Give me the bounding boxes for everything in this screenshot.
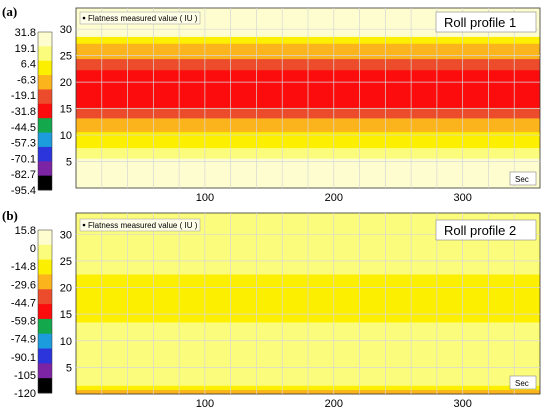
colorbar-a-label-4: -19.1	[11, 90, 36, 102]
y-tick-b-15: 15	[60, 309, 72, 321]
y-tick-a-10: 10	[60, 130, 72, 142]
y-tick-a-15: 15	[60, 104, 72, 116]
x-tick-a-200: 200	[325, 192, 343, 204]
title-box-b: Roll profile 2	[435, 219, 537, 241]
colorbar-a-labels: 31.8 19.1 6.4 -6.3 -19.1 -31.8 -44.5 -57.3 -70.1…	[11, 27, 36, 197]
colorbar-a-swatch-10	[38, 175, 52, 191]
colorbar-b-label-1: 0	[30, 243, 36, 255]
y-tick-a-30: 30	[60, 24, 72, 36]
colorbar-a-swatch-4	[38, 89, 52, 105]
y-ticks-b: 5 10 15 20 25 30	[60, 229, 72, 374]
colorbar-b-label-6: -74.9	[11, 334, 36, 346]
colorbar-a-swatch-9	[38, 161, 52, 177]
grid-b	[76, 213, 540, 394]
colorbar-a-label-6: -44.5	[11, 122, 36, 134]
colorbar-b-label-3: -29.6	[11, 279, 36, 291]
colorbar-b-label-4: -44.7	[11, 297, 36, 309]
colorbar-b-swatch-3	[38, 274, 52, 290]
legend-b: Flatness measured value ( IU )	[79, 218, 201, 232]
y-tick-b-20: 20	[60, 283, 72, 295]
colorbar-a-label-9: -82.7	[11, 169, 36, 181]
colorbar-a-frame	[37, 31, 53, 191]
x-tick-b-100: 100	[196, 398, 214, 410]
x-ticks-b: 100 200 300	[196, 398, 472, 410]
colorbar-b-swatch-8	[38, 348, 52, 364]
colorbar-a-label-0: 31.8	[15, 27, 36, 39]
title-b: Roll profile 2	[444, 223, 516, 238]
colorbar-a-swatch-7	[38, 132, 52, 148]
xlabel-a: Sec	[515, 175, 529, 184]
title-a: Roll profile 1	[444, 15, 516, 30]
title-box-a: Roll profile 1	[435, 11, 537, 33]
colorbar-a-swatch-8	[38, 146, 52, 162]
panel-b-label: (b)	[2, 208, 18, 223]
legend-a-text: Flatness measured value ( IU )	[88, 14, 198, 23]
colorbar-b	[37, 229, 53, 394]
y-tick-a-25: 25	[60, 51, 72, 63]
x-ticks-a: 100 200 300	[196, 192, 472, 204]
colorbar-a-swatch-5	[38, 103, 52, 119]
colorbar-a-label-10: -95.4	[11, 185, 36, 197]
colorbar-b-swatch-5	[38, 304, 52, 320]
colorbar-b-swatch-7	[38, 333, 52, 349]
y-tick-a-5: 5	[66, 157, 72, 169]
y-tick-a-20: 20	[60, 77, 72, 89]
xlabel-box-b: Sec	[509, 375, 537, 390]
colorbar-b-swatch-6	[38, 318, 52, 335]
colorbar-a-swatch-0	[38, 32, 52, 47]
legend-a: Flatness measured value ( IU )	[79, 11, 201, 25]
colorbar-a-label-2: 6.4	[21, 59, 36, 71]
y-ticks-a: 5 10 15 20 25 30	[60, 24, 72, 168]
colorbar-b-swatch-4	[38, 289, 52, 305]
colorbar-b-label-8: -105	[14, 370, 36, 382]
colorbar-a-label-5: -31.8	[11, 106, 36, 118]
panel-a-label: (a)	[2, 4, 17, 19]
colorbar-b-label-9: -120	[14, 388, 36, 400]
colorbar-b-labels: 15.8 0 -14.8 -29.6 -44.7 -59.8 -74.9 -90.1 -105 -…	[11, 225, 36, 400]
x-tick-b-200: 200	[325, 398, 343, 410]
colorbar-a	[37, 31, 53, 191]
colorbar-a-label-3: -6.3	[17, 74, 36, 86]
colorbar-b-label-7: -90.1	[11, 352, 36, 364]
colorbar-b-frame	[37, 229, 53, 394]
y-tick-b-30: 30	[60, 229, 72, 241]
colorbar-a-label-1: 19.1	[15, 43, 36, 55]
colorbar-a-swatch-2	[38, 60, 52, 76]
y-tick-b-10: 10	[60, 336, 72, 348]
y-tick-b-5: 5	[66, 362, 72, 374]
xlabel-b: Sec	[515, 379, 529, 388]
colorbar-a-swatch-3	[38, 75, 52, 90]
colorbar-b-swatch-1	[38, 244, 52, 261]
panel-a: (a) 31.8 19.1 6.4 -6.3 -19.1 -31.8 -44.5 -57.3 -…	[2, 4, 541, 204]
colorbar-a-swatch-1	[38, 46, 52, 62]
colorbar-a-label-7: -57.3	[11, 138, 36, 150]
colorbar-b-label-5: -59.8	[11, 316, 36, 328]
x-tick-a-300: 300	[453, 192, 471, 204]
xlabel-box-a: Sec	[509, 171, 537, 186]
colorbar-b-swatch-9	[38, 363, 52, 379]
colorbar-a-swatch-6	[38, 118, 52, 133]
colorbar-b-swatch-10	[38, 378, 52, 394]
colorbar-b-swatch-0	[38, 230, 52, 246]
colorbar-b-label-0: 15.8	[15, 225, 36, 237]
y-tick-b-25: 25	[60, 256, 72, 268]
x-tick-a-100: 100	[196, 192, 214, 204]
panel-b: (b) 15.8 0 -14.8 -29.6 -44.7 -59.8 -74.9 -90.1 -…	[2, 208, 541, 410]
legend-b-text: Flatness measured value ( IU )	[88, 221, 198, 230]
colorbar-b-label-2: -14.8	[11, 261, 36, 273]
colorbar-b-swatch-2	[38, 259, 52, 275]
x-tick-b-300: 300	[453, 398, 471, 410]
colorbar-a-label-8: -70.1	[11, 153, 36, 165]
